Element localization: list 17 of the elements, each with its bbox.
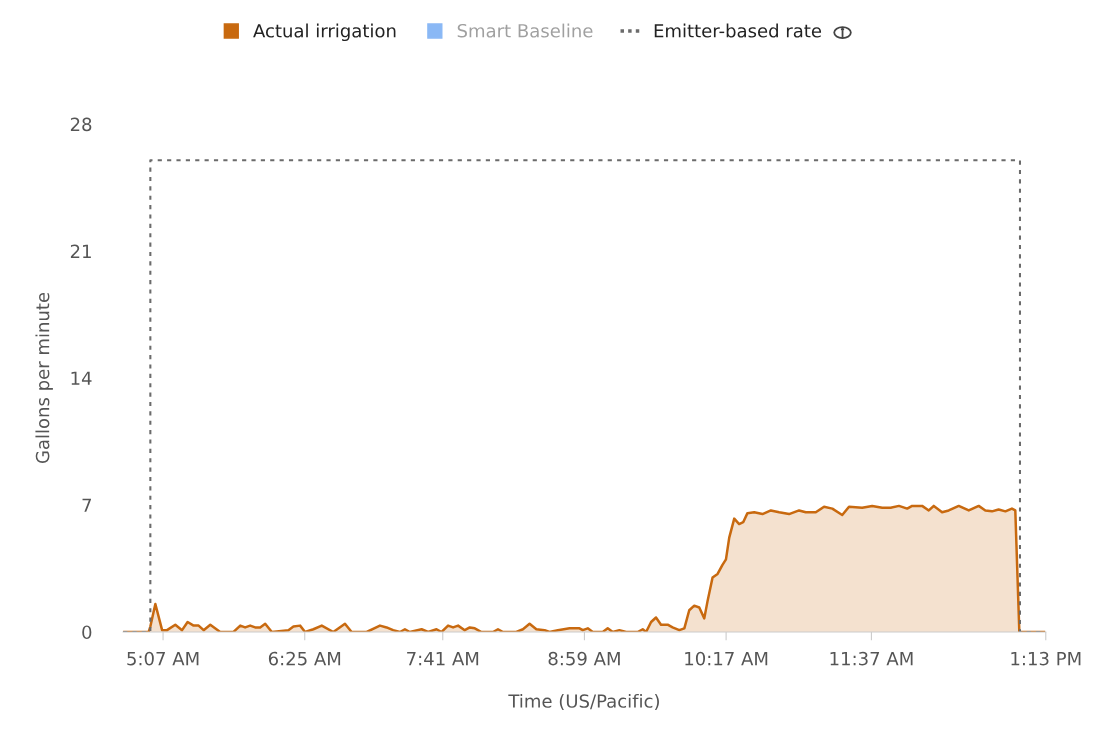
legend-label: Smart Baseline [457,23,593,38]
y-tick-label: 7 [82,498,91,512]
x-tick-label: 5:07 AM [127,651,199,666]
y-axis-title: Gallons per minute [35,292,53,464]
x-tick-label: 1:13 PM [1011,651,1081,666]
x-tick-label: 11:37 AM [830,651,913,666]
y-tick-label: 21 [70,244,91,258]
x-axis-title: Time (US/Pacific) [508,693,659,710]
legend-label: Emitter-based rate [654,23,822,38]
y-tick-label: 28 [70,117,92,132]
x-tick-label: 6:25 AM [268,651,341,666]
y-tick-label: 14 [71,371,92,385]
x-tick-label: 10:17 AM [685,651,768,666]
x-tick-label: 8:59 AM [548,651,620,666]
x-tick-label: 7:41 AM [407,651,479,666]
legend-label: Actual irrigation [253,23,396,42]
y-tick-label: 0 [82,625,92,640]
